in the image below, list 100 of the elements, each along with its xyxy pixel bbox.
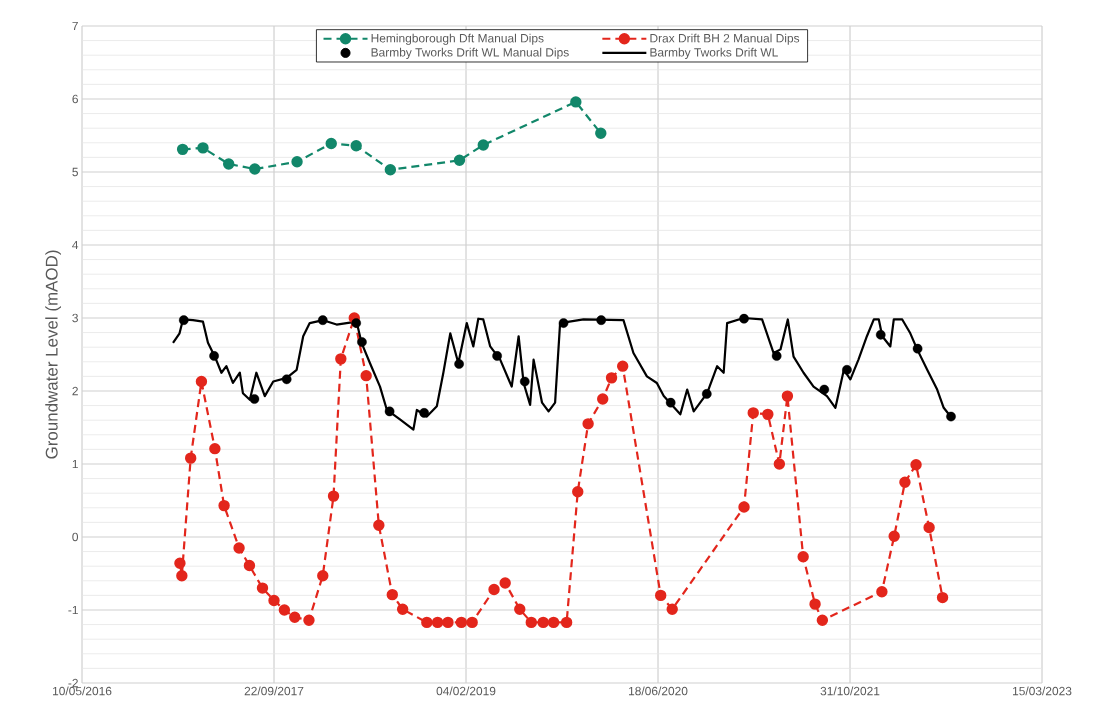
legend-label: Barmby Tworks Drift WL [650,47,778,59]
point [176,143,189,156]
point [888,530,900,542]
point [773,458,786,470]
point [616,360,629,372]
point [209,442,221,455]
point [596,315,606,325]
legend-label: Drax Drift BH 2 Manual Dips [650,33,800,45]
point [842,365,852,375]
point [876,586,888,598]
y-tick-label: 5 [72,167,78,177]
point [605,372,618,384]
point [572,486,584,498]
point [747,407,759,419]
point [281,374,292,385]
point [357,337,367,347]
point [936,591,949,604]
point [875,329,886,340]
point [453,154,466,167]
point [738,501,750,513]
y-tick-label: 1 [72,459,78,469]
point [762,408,774,421]
y-tick-label: 4 [72,240,79,250]
point [360,369,372,382]
point [910,459,922,471]
point [558,318,569,328]
point [278,604,291,616]
point [454,359,464,369]
point [477,139,489,151]
y-tick-label: 7 [72,21,78,31]
point [809,598,821,610]
point [249,394,260,404]
point [442,616,454,629]
point [519,376,530,387]
point [597,393,609,405]
point [701,389,712,399]
point [797,551,809,563]
point [335,353,347,365]
point [499,577,511,589]
point [256,582,269,594]
y-axis-title: Groundwater Level (mAOD) [45,250,62,459]
point [466,616,478,629]
point [421,616,433,629]
point [771,351,782,361]
point [666,603,678,615]
point [819,384,830,395]
point [739,313,749,324]
point [816,614,829,626]
x-tick-label: 18/06/2020 [629,686,688,696]
point [218,499,230,512]
point [176,569,188,582]
point [350,140,362,152]
point [373,519,385,532]
point [197,142,209,154]
y-tick-label: 0 [72,532,79,542]
point [178,315,189,325]
point [655,589,667,602]
point [492,351,502,361]
point [537,616,549,629]
point [560,616,573,629]
point [351,318,361,328]
point [396,603,409,615]
x-tick-label: 31/10/2021 [820,686,880,696]
point [209,351,219,361]
point [184,452,197,464]
point [455,616,468,629]
point [488,583,500,596]
x-tick-label: 22/09/2017 [244,686,304,696]
point [303,614,315,626]
point [595,127,607,139]
point [912,343,923,354]
point [946,411,956,422]
y-tick-label: -1 [68,605,78,615]
point [899,476,911,488]
point [923,521,935,534]
point [249,163,261,175]
point [317,569,329,582]
y-tick-label: -2 [68,678,78,688]
point [291,156,303,168]
point [325,137,337,150]
point [233,542,245,554]
point [570,96,582,108]
point [582,418,594,430]
point [317,315,328,325]
point [419,408,429,418]
x-tick-label: 15/03/2023 [1013,686,1072,696]
point [525,616,537,629]
point [289,611,301,623]
point [384,164,397,176]
point [665,397,676,408]
point [547,616,560,629]
point [431,616,444,629]
point [327,490,340,502]
x-tick-label: 10/05/2016 [53,686,112,696]
point [514,603,526,615]
legend-label: Hemingborough Dft Manual Dips [371,33,544,45]
legend-label: Barmby Tworks Drift WL Manual Dips [371,47,569,59]
point [223,158,235,170]
point [243,559,256,572]
point [174,557,186,569]
